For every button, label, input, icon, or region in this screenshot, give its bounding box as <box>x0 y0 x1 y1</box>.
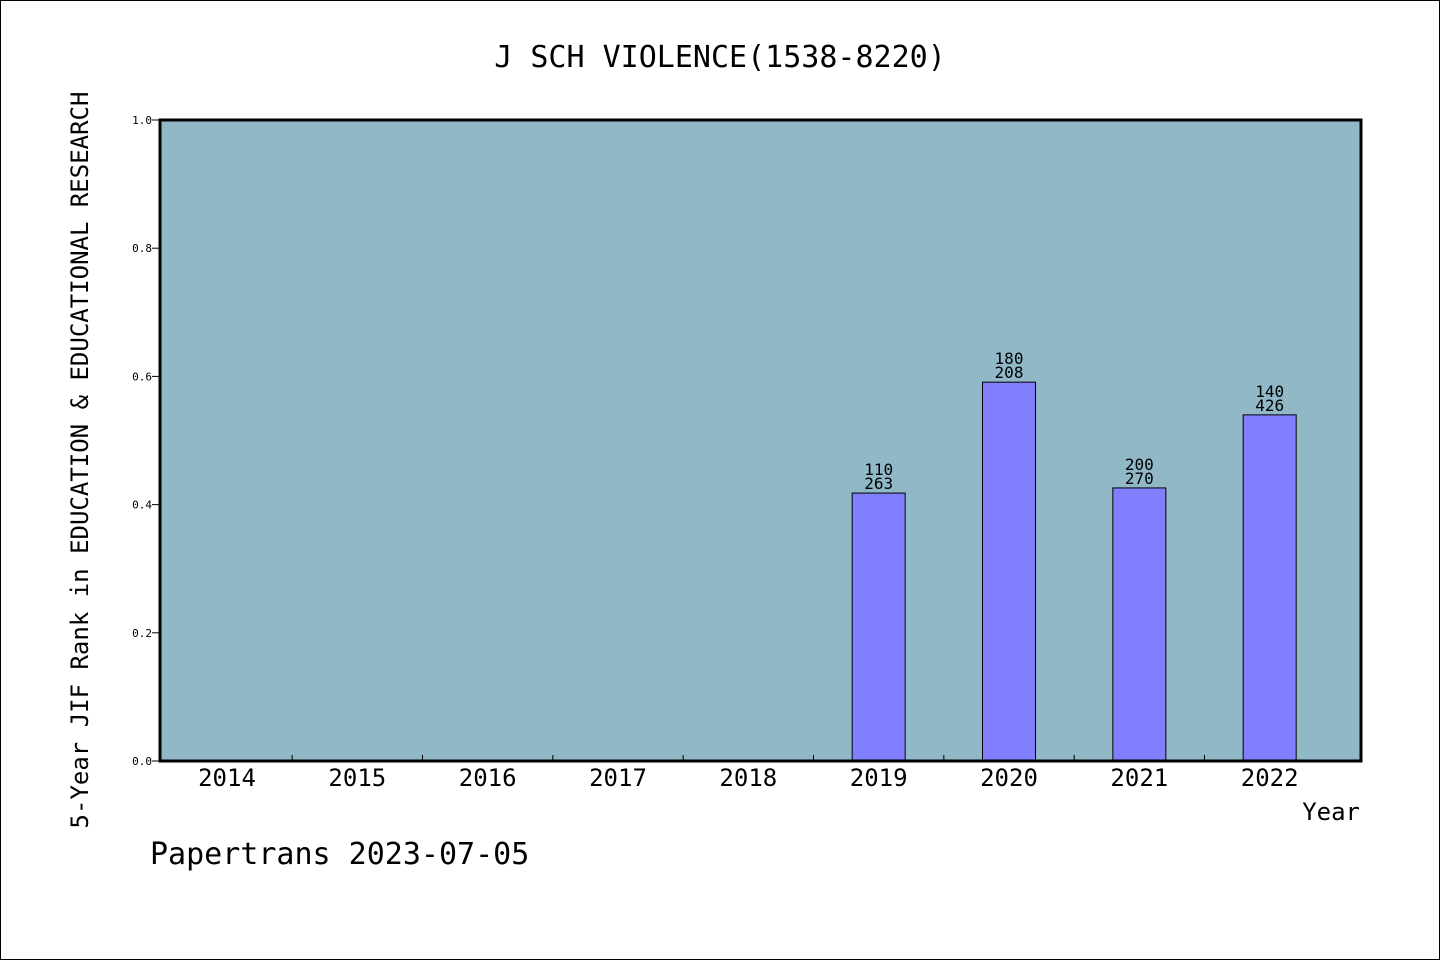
bar-2021 <box>1112 487 1167 762</box>
y-tick-label: 1.0 <box>132 114 152 127</box>
bar-data-label: 263 <box>864 474 893 493</box>
bar-data-label: 426 <box>1255 396 1284 415</box>
y-tick-label: 0.4 <box>132 499 152 512</box>
bar-data-label: 208 <box>995 363 1024 382</box>
bar-2019 <box>851 492 906 762</box>
y-axis-label: 5-Year JIF Rank in EDUCATION & EDUCATION… <box>66 92 94 829</box>
bar-data-label: 110 <box>864 460 893 479</box>
y-tick-label: 0.2 <box>132 627 152 640</box>
chart-title: J SCH VIOLENCE(1538-8220) <box>494 40 946 75</box>
bar-data-label: 200 <box>1125 455 1154 474</box>
x-axis-label: Year <box>1302 798 1360 826</box>
x-tick-label: 2022 <box>1241 764 1299 792</box>
footer-credit: Papertrans 2023-07-05 <box>150 837 529 872</box>
x-tick-label: 2016 <box>459 764 517 792</box>
bar-data-label: 270 <box>1125 469 1154 488</box>
plot-area <box>160 120 1361 761</box>
plot-frame <box>158 118 1363 763</box>
bar-2020 <box>982 381 1036 762</box>
x-tick-label: 2015 <box>328 764 386 792</box>
bar-data-label: 140 <box>1255 382 1284 401</box>
x-tick-label: 2014 <box>198 764 256 792</box>
x-tick-label: 2017 <box>589 764 647 792</box>
y-tick-label: 0.0 <box>132 755 152 768</box>
x-tick-label: 2018 <box>719 764 777 792</box>
bar-data-label: 180 <box>995 349 1024 368</box>
y-tick-label: 0.6 <box>132 370 152 383</box>
x-tick-label: 2021 <box>1110 764 1168 792</box>
x-tick-label: 2020 <box>980 764 1038 792</box>
bar-2022 <box>1242 414 1297 762</box>
axis-ticks: 0.0 0.2 0.4 0.6 0.8 1.0 2014 2015 2016 2017 2018 20… <box>132 114 1298 792</box>
y-tick-label: 0.8 <box>132 242 152 255</box>
x-tick-label: 2019 <box>850 764 908 792</box>
